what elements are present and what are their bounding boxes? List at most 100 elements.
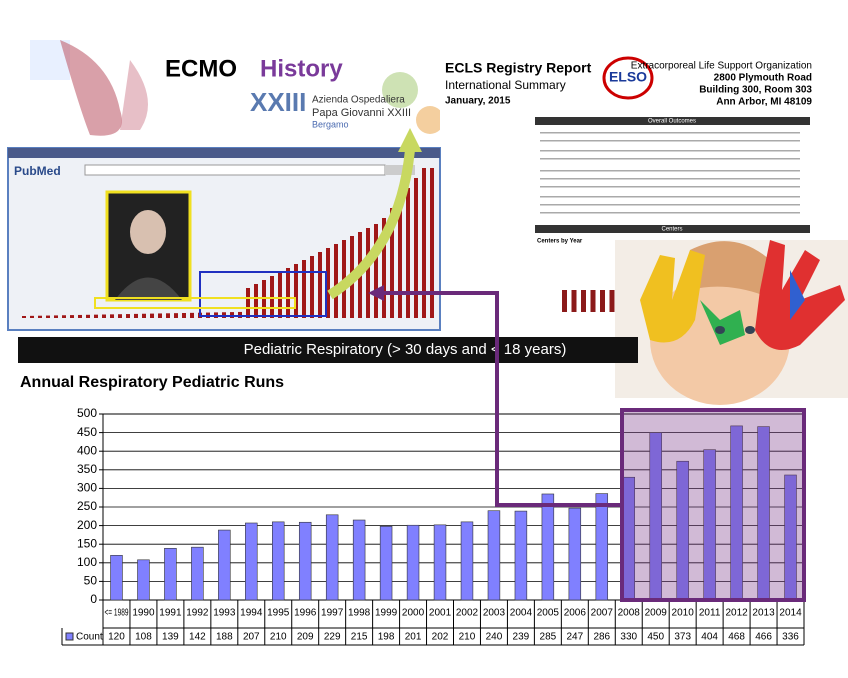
x-tick-label: 2006 xyxy=(564,608,587,619)
x-tick-label: 2005 xyxy=(537,608,560,619)
hair xyxy=(690,241,780,300)
decor-bar xyxy=(62,315,66,318)
eye xyxy=(715,326,725,334)
hospital: Azienda Ospedaliera xyxy=(312,95,405,106)
bar xyxy=(541,493,555,601)
x-tick-label: 2003 xyxy=(483,608,506,619)
table-value: 336 xyxy=(782,632,799,643)
org: Building 300, Room 303 xyxy=(699,85,812,96)
table-value: 207 xyxy=(243,632,260,643)
x-tick-label: 2012 xyxy=(725,608,748,619)
x-tick-label: 1995 xyxy=(267,608,290,619)
decor xyxy=(60,40,122,136)
decor xyxy=(382,72,418,108)
decor-bar xyxy=(422,168,426,318)
section: Centers xyxy=(661,227,682,233)
table-header xyxy=(535,117,810,125)
x-tick-label: 1992 xyxy=(186,608,209,619)
decor-bar xyxy=(334,244,338,318)
decor-bar xyxy=(46,315,50,318)
decor-bar xyxy=(609,290,615,312)
decor xyxy=(416,106,444,134)
x-tick-label: 2011 xyxy=(699,608,721,619)
legend-label: Count xyxy=(76,632,103,643)
decor-bar xyxy=(78,314,82,318)
table-value: 466 xyxy=(755,632,772,643)
x-tick-label: 2002 xyxy=(456,608,479,619)
decor-bar xyxy=(562,290,567,312)
bar xyxy=(245,522,258,601)
pubmed: PubMed xyxy=(7,128,441,331)
x-tick-label: 2008 xyxy=(618,608,641,619)
paint xyxy=(700,300,745,345)
decor-bar xyxy=(166,313,170,318)
x-tick-label: 1990 xyxy=(132,608,155,619)
bar xyxy=(406,524,420,601)
table-header xyxy=(535,225,810,233)
decor-bar xyxy=(581,290,586,312)
decor-bar xyxy=(398,198,402,318)
bar xyxy=(298,521,312,601)
x-tick-label: 2010 xyxy=(672,608,695,619)
y-tick-label: 0 xyxy=(90,592,97,606)
hand xyxy=(640,250,705,343)
decor-bar xyxy=(286,268,290,318)
x-tick-label: <= 1989 xyxy=(105,608,129,619)
decor-bar xyxy=(246,288,250,318)
arrow xyxy=(398,128,422,152)
report-date: January, 2015 xyxy=(445,96,511,107)
table-value: 188 xyxy=(216,632,233,643)
decor-bar xyxy=(600,290,605,312)
decor-bar xyxy=(94,314,98,318)
bar xyxy=(460,521,474,601)
table-value: 240 xyxy=(486,632,503,643)
decor-bar xyxy=(318,252,322,318)
decor-bar xyxy=(158,313,162,318)
x-tick-label: 1997 xyxy=(321,608,344,619)
table-value: 468 xyxy=(728,632,745,643)
banner xyxy=(18,337,638,363)
y-tick-label: 500 xyxy=(77,406,97,420)
portrait-suit xyxy=(115,277,182,300)
table-value: 215 xyxy=(351,632,368,643)
x-tick-label: 2009 xyxy=(645,608,668,619)
x-tick-label: 1996 xyxy=(294,608,317,619)
decor-bar xyxy=(38,315,42,318)
decor-bar xyxy=(430,168,434,318)
org: 2800 Plymouth Road xyxy=(714,73,812,84)
x-tick-label: 1991 xyxy=(159,608,182,619)
table-value: 202 xyxy=(432,632,449,643)
decor-bar xyxy=(118,314,122,318)
bar xyxy=(595,493,609,601)
decor-bar xyxy=(326,248,330,318)
ecmo-title: ECMO xyxy=(165,55,237,82)
logo xyxy=(602,56,654,100)
highlight-box xyxy=(620,408,806,602)
bar xyxy=(137,559,150,601)
y-tick-label: 250 xyxy=(77,499,97,513)
org: Extracorporeal Life Support Organization xyxy=(631,61,812,72)
decor-bar xyxy=(30,315,34,318)
bar xyxy=(325,514,339,601)
table-value: 229 xyxy=(324,632,341,643)
decor-bar xyxy=(70,315,74,318)
y-tick-label: 450 xyxy=(77,425,97,439)
bar xyxy=(379,526,393,601)
hospital: Papa Giovanni XXIII xyxy=(312,107,411,119)
bar xyxy=(191,546,204,601)
x-tick-label: 1999 xyxy=(375,608,398,619)
portrait-face xyxy=(130,210,166,254)
decor-bar xyxy=(414,178,418,318)
table-value: 404 xyxy=(701,632,718,643)
y-tick-label: 50 xyxy=(84,574,98,588)
table-value: 285 xyxy=(540,632,557,643)
decor-bar xyxy=(390,208,394,318)
x-tick-label: 1994 xyxy=(240,608,263,619)
pubmed-bar xyxy=(8,148,440,158)
legend-swatch xyxy=(65,632,74,641)
eye xyxy=(745,326,755,334)
decor-bar xyxy=(406,188,410,318)
bar xyxy=(514,510,528,601)
table-value: 247 xyxy=(566,632,583,643)
